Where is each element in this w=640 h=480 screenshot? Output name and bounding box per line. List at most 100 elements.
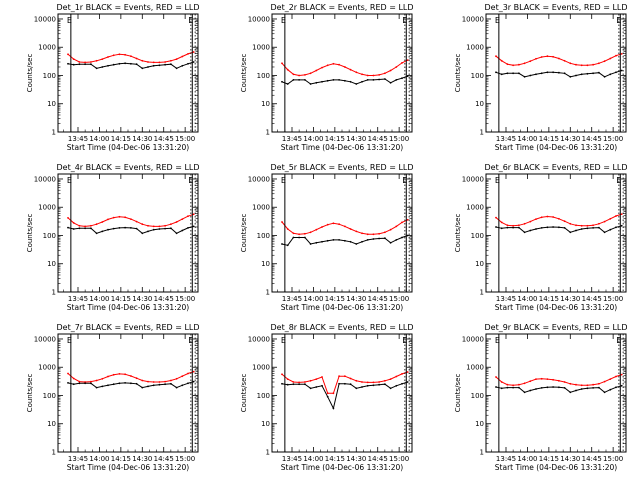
data-point [309, 379, 312, 382]
data-point [344, 382, 346, 385]
data-point [500, 387, 503, 390]
x-tick-label: 14:00 [303, 135, 323, 143]
y-axis-label: Counts/sec [26, 214, 34, 253]
chart-title: Det_1r BLACK = Events, RED = LLD [56, 3, 199, 12]
y-axis-label: Counts/sec [240, 374, 248, 413]
data-point [506, 383, 509, 386]
data-point [112, 54, 115, 57]
data-point [361, 386, 363, 388]
data-point [395, 375, 398, 378]
data-point [546, 378, 549, 380]
data-point [603, 60, 606, 63]
data-point [523, 231, 526, 234]
data-point [141, 223, 144, 226]
chart-panel: Det_4r BLACK = Events, RED = LLD Counts/s… [26, 163, 200, 312]
data-point [552, 226, 554, 228]
data-point [586, 224, 589, 227]
data-point [135, 382, 138, 385]
data-point [406, 371, 409, 373]
data-point [101, 377, 104, 380]
data-point [326, 64, 329, 67]
y-tick-label: 1000 [38, 364, 56, 372]
data-point [506, 226, 509, 229]
interval-marker-label: E [67, 176, 72, 185]
data-point [580, 384, 583, 387]
data-point [598, 382, 600, 385]
data-point [603, 380, 606, 383]
interval-marker-label: E [616, 16, 621, 25]
data-point [152, 64, 155, 67]
x-tick-label: 13:45 [282, 295, 302, 303]
data-point [586, 227, 589, 230]
data-point [304, 74, 306, 76]
data-point [309, 231, 312, 234]
data-point [175, 67, 178, 70]
data-point [181, 384, 184, 387]
data-point [135, 63, 138, 66]
data-point [620, 384, 623, 387]
chart-panel: Det_5r BLACK = Events, RED = LLD Counts/s… [240, 163, 414, 312]
x-tick-label: 14:15 [325, 455, 345, 463]
data-point [401, 236, 403, 239]
data-point [355, 230, 358, 233]
data-point [90, 227, 92, 230]
data-point [164, 380, 167, 383]
data-point [615, 215, 617, 217]
data-point [67, 217, 69, 219]
data-point [321, 66, 323, 69]
data-point [506, 224, 509, 227]
data-point [298, 381, 300, 384]
chart-panel: Det_9r BLACK = Events, RED = LLD Counts/s… [454, 323, 628, 472]
data-point [332, 62, 335, 65]
interval-marker-label: E [495, 16, 500, 25]
x-tick-label: 15:00 [175, 455, 195, 463]
data-point [401, 373, 403, 375]
y-tick-label: 1000 [466, 364, 484, 372]
data-point [281, 80, 283, 83]
data-point [130, 382, 132, 385]
data-point [187, 62, 189, 65]
data-point [603, 75, 606, 78]
data-point [292, 73, 295, 76]
interval-marker-label: E [616, 176, 621, 185]
data-point [192, 213, 195, 216]
data-point [130, 375, 132, 377]
data-point [366, 384, 369, 387]
data-point [101, 385, 104, 388]
data-point [141, 379, 144, 382]
y-tick-label: 10 [261, 100, 270, 108]
data-point [592, 224, 594, 227]
data-point [558, 71, 560, 74]
data-point [495, 376, 497, 378]
x-tick-label: 14:15 [325, 295, 345, 303]
data-point [147, 66, 149, 68]
data-point [158, 61, 161, 64]
data-point [315, 69, 318, 72]
chart-panel: Det_1r BLACK = Events, RED = LLD Counts/s… [26, 3, 200, 152]
data-point [558, 386, 560, 389]
data-point [569, 75, 572, 78]
data-point [366, 79, 369, 81]
lld-series-line [281, 371, 408, 394]
chart-panel: Det_2r BLACK = Events, RED = LLD Counts/s… [240, 3, 414, 152]
data-point [344, 375, 346, 378]
data-point [401, 221, 403, 224]
x-tick-label: 14:00 [517, 455, 537, 463]
data-point [147, 385, 149, 388]
data-point [118, 227, 121, 229]
x-axis-label: Start Time (04-Dec-06 13:31:20) [67, 143, 189, 152]
x-tick-label: 13:45 [496, 135, 516, 143]
data-point [67, 62, 69, 65]
data-point [495, 55, 497, 58]
data-point [575, 229, 577, 232]
data-point [170, 227, 172, 230]
data-point [518, 226, 520, 229]
data-point [95, 232, 98, 235]
data-point [130, 218, 132, 221]
data-point [78, 380, 81, 383]
data-point [529, 60, 532, 63]
x-tick-label: 14:00 [517, 295, 537, 303]
data-point [495, 216, 497, 219]
interval-marker-label: E [495, 336, 500, 345]
plot-frame [271, 173, 413, 293]
